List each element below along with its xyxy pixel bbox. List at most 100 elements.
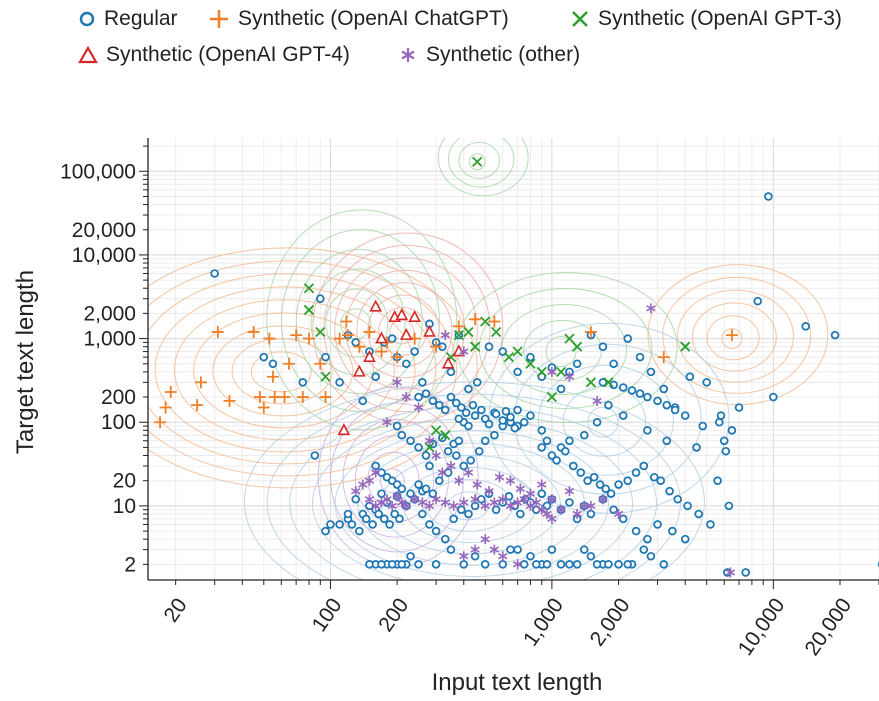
data-point [623,476,633,486]
density-contour [173,299,395,441]
data-point [639,545,649,554]
data-point [631,526,641,536]
data-point [519,560,529,569]
density-contour [148,273,437,465]
data-point [468,400,478,410]
data-point [385,520,394,529]
data-point [431,526,441,536]
series-plus [154,313,738,429]
density-contour [193,312,375,429]
data-point [586,500,596,511]
data-point [461,408,471,418]
x-tick-label: 100 [308,594,347,636]
data-point [464,421,473,431]
data-point [390,509,399,519]
data-point [290,329,303,342]
data-point [547,513,557,524]
data-point [377,560,386,569]
data-point [194,376,207,389]
data-point [480,436,490,446]
data-point [724,501,734,511]
data-point [335,520,344,529]
density-contour [587,406,619,438]
density-contour [154,286,416,453]
data-point [498,494,508,505]
density-contour [295,248,423,394]
data-point [764,192,773,201]
data-point [440,405,450,415]
data-point [525,358,536,369]
data-point [489,544,500,555]
data-point [498,416,508,425]
data-point [363,325,376,338]
data-point [457,403,466,412]
data-point [343,509,353,519]
data-point [639,461,649,471]
data-point [503,352,515,363]
data-point [423,324,436,337]
data-point [440,330,450,341]
data-point [440,430,451,441]
data-point [431,494,441,505]
data-point [319,391,332,404]
data-point [310,451,320,460]
data-point [257,401,270,414]
data-point [516,509,525,519]
x-tick-label: 200 [374,594,413,636]
data-point [259,352,269,362]
data-point [355,526,364,536]
y-tick-label: 1,000 [83,328,136,351]
data-point [531,497,541,508]
data-point [556,560,566,569]
data-point [725,567,736,578]
legend-label: Synthetic (OpenAI GPT-3) [598,7,842,30]
density-contour [325,288,389,358]
data-point [513,367,522,377]
data-point [454,475,464,486]
data-point [401,359,411,369]
data-point [643,392,652,402]
data-point [623,560,633,569]
data-point [469,341,481,352]
data-point [424,500,435,511]
data-point [556,504,566,515]
data-point [358,396,368,406]
data-point [441,356,455,369]
data-point [665,486,674,496]
data-point [315,326,326,338]
data-point [653,396,662,406]
plus-marker-icon [210,10,228,28]
data-point [646,367,656,377]
data-point [472,479,482,490]
data-point [453,329,464,341]
data-point [618,514,628,524]
data-point [446,392,456,402]
density-contour [345,269,466,390]
data-point [298,378,308,387]
data-point [470,544,480,555]
data-point [673,494,683,504]
data-point [586,551,596,561]
y-tick-label: 20,000 [72,219,136,242]
data-point [410,347,419,356]
data-point [555,366,567,378]
data-point [470,411,480,420]
data-point [603,377,614,388]
density-contour [537,364,674,476]
density-contour [379,468,405,494]
data-point [268,359,278,369]
data-point [424,442,435,453]
data-point [159,401,172,414]
data-point [556,384,566,394]
data-point [491,505,501,515]
density-contour [266,209,458,431]
data-point [397,430,407,440]
data-point [353,340,366,353]
data-point [614,560,623,569]
data-point [247,325,260,338]
data-point [670,405,680,415]
legend-item-chatgpt: Synthetic (OpenAI ChatGPT) [208,4,509,34]
data-point [424,435,435,446]
data-point [569,461,578,471]
